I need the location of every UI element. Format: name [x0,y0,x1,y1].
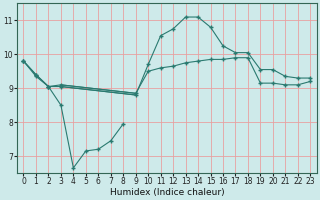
X-axis label: Humidex (Indice chaleur): Humidex (Indice chaleur) [109,188,224,197]
